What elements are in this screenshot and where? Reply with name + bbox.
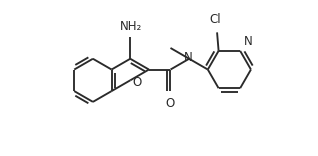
Text: Cl: Cl [210, 13, 221, 26]
Text: O: O [133, 76, 142, 89]
Text: N: N [244, 35, 253, 48]
Text: N: N [184, 51, 193, 64]
Text: NH₂: NH₂ [120, 20, 142, 33]
Text: O: O [166, 97, 175, 110]
